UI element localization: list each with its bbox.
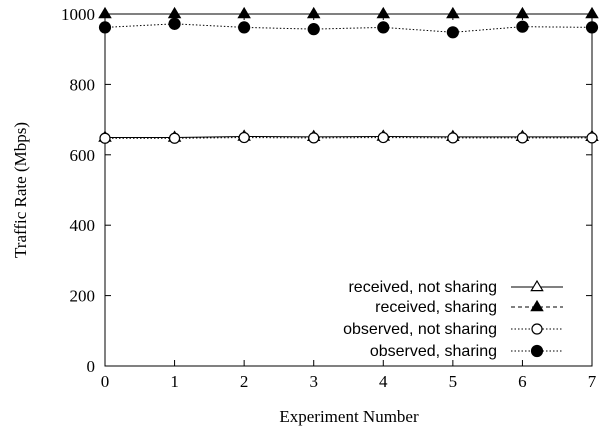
x-tick-label: 7 — [588, 372, 597, 391]
y-tick-label: 0 — [87, 357, 96, 376]
data-point — [98, 6, 112, 19]
series-line — [105, 135, 592, 139]
data-point — [307, 23, 320, 36]
series-line — [105, 137, 592, 139]
legend-marker — [531, 323, 543, 335]
data-point — [446, 6, 460, 19]
data-point — [308, 132, 320, 144]
legend-marker — [530, 299, 544, 312]
x-tick-label: 4 — [379, 372, 388, 391]
data-point — [168, 132, 181, 144]
data-point — [376, 6, 391, 19]
data-point — [585, 21, 599, 34]
data-point — [98, 21, 112, 34]
axes: 0 1 2 3 4 5 6 7 0 200 400 600 800 1000 — [61, 5, 597, 391]
legend-label: observed, sharing — [370, 343, 497, 360]
data-point — [168, 17, 181, 30]
data-point — [306, 6, 321, 19]
y-tick-label: 400 — [70, 216, 96, 235]
x-tick-label: 0 — [101, 372, 110, 391]
legend-marker — [530, 279, 544, 292]
plot-frame — [104, 13, 593, 367]
data-point — [515, 6, 530, 19]
legend-label: received, not sharing — [348, 279, 497, 296]
x-axis-title: Experiment Number — [279, 407, 419, 426]
x-tick-label: 6 — [518, 372, 527, 391]
data-point — [377, 21, 390, 34]
x-tick-label: 5 — [449, 372, 458, 391]
data-point — [446, 26, 459, 39]
legend-label: received, sharing — [375, 299, 497, 316]
data-point — [99, 132, 111, 144]
data-point — [447, 132, 459, 144]
data-point — [516, 20, 529, 33]
data-point — [238, 21, 251, 34]
data-point — [238, 131, 250, 144]
data-point — [586, 132, 598, 144]
legend: received, not sharing received, sharing ob… — [343, 279, 563, 360]
data-point — [167, 6, 182, 19]
series-line — [104, 23, 593, 33]
x-tick-label: 3 — [309, 372, 318, 391]
y-tick-label: 1000 — [61, 5, 95, 24]
series-2 — [99, 131, 598, 144]
y-tick-label: 200 — [70, 287, 96, 306]
y-axis-title: Traffic Rate (Mbps) — [11, 122, 30, 258]
y-tick-label: 600 — [70, 146, 96, 165]
series-1 — [98, 6, 599, 19]
y-tick-label: 800 — [70, 75, 96, 94]
data-point — [377, 131, 389, 144]
data-point — [516, 132, 529, 144]
series-layer — [98, 6, 599, 144]
legend-marker — [530, 344, 544, 358]
data-point — [585, 6, 599, 19]
data-point — [237, 6, 251, 19]
series-3 — [98, 17, 599, 39]
x-tick-label: 2 — [240, 372, 249, 391]
x-tick-label: 1 — [170, 372, 179, 391]
legend-label: observed, not sharing — [343, 321, 497, 338]
